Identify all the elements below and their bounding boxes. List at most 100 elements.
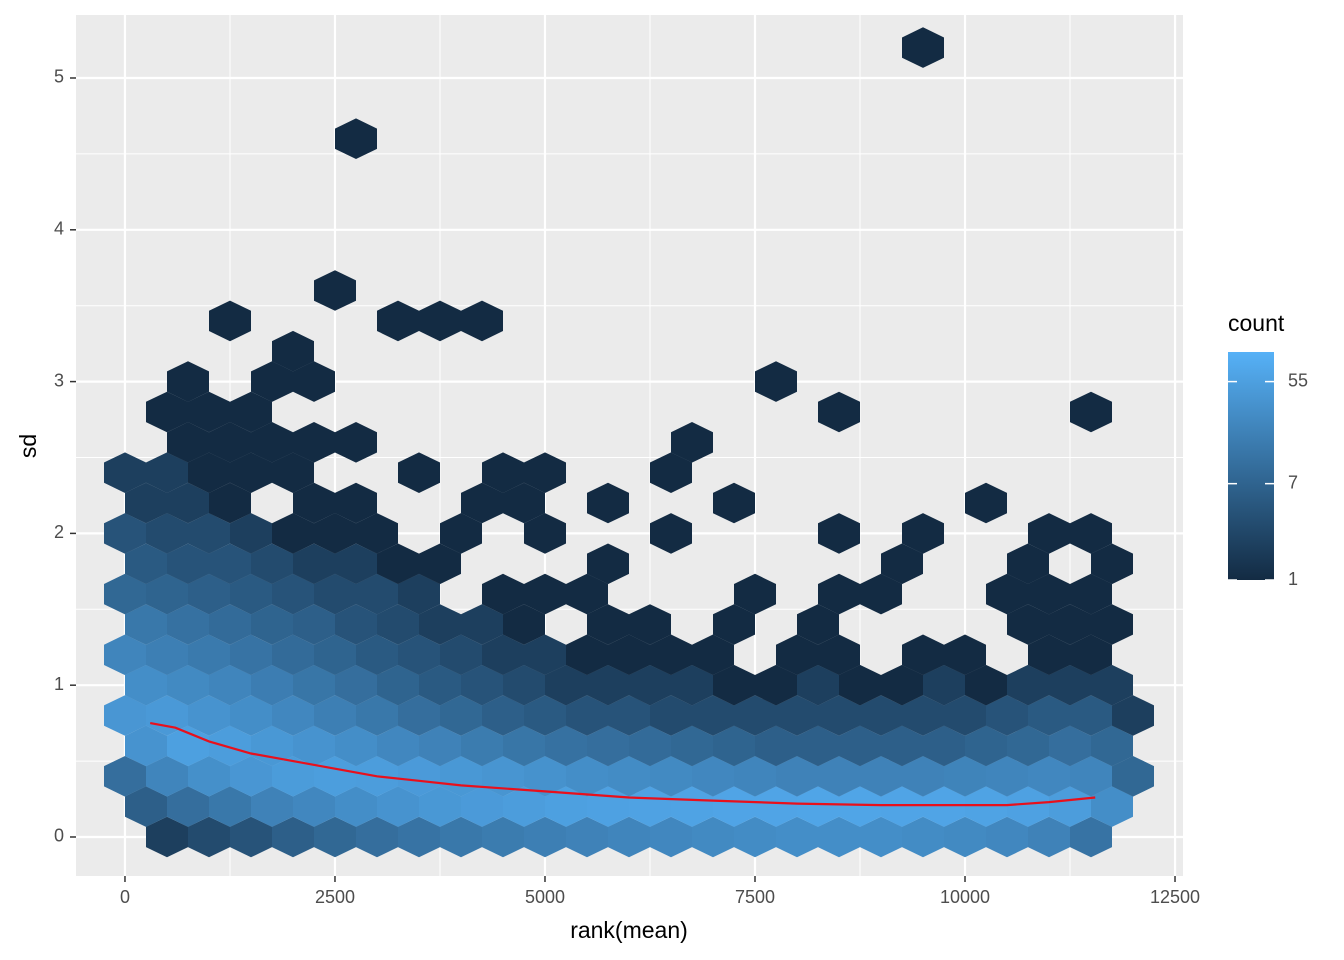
hex-bin: [188, 695, 230, 736]
hex-bin: [524, 634, 566, 676]
hex-bin: [902, 634, 944, 676]
hex-bin: [146, 756, 188, 797]
hex-bin: [755, 361, 797, 402]
hex-bin: [335, 422, 377, 463]
hex-bin: [776, 695, 818, 736]
hex-bin: [167, 604, 209, 645]
hex-bin: [398, 695, 440, 736]
hex-bin: [944, 816, 986, 858]
hex-bin: [419, 300, 461, 342]
hex-bin: [902, 513, 944, 554]
hex-bin: [818, 634, 860, 676]
hex-bin: [356, 816, 398, 858]
hex-bin: [209, 786, 251, 827]
hex-bin: [1112, 695, 1154, 736]
hex-bin: [461, 482, 503, 524]
hex-bin: [104, 695, 146, 736]
hex-bin: [209, 664, 251, 706]
hex-bin: [1112, 756, 1154, 797]
hex-bin: [860, 573, 902, 615]
hex-bin: [734, 816, 776, 858]
hex-bin: [587, 664, 629, 706]
hex-bin: [230, 816, 272, 858]
hex-bin: [650, 634, 692, 676]
hex-bin: [902, 756, 944, 797]
hex-bin: [1070, 634, 1112, 676]
hex-bin: [251, 786, 293, 827]
hex-bin: [608, 816, 650, 858]
hex-bin: [1028, 513, 1070, 554]
hex-bin: [230, 452, 272, 493]
hex-bin: [923, 786, 965, 827]
hex-bin: [419, 604, 461, 645]
hex-bin: [125, 664, 167, 706]
hex-bin: [944, 695, 986, 736]
hex-bin: [188, 573, 230, 615]
hex-bin: [272, 452, 314, 493]
hex-bin: [293, 664, 335, 706]
hex-bin: [839, 725, 881, 767]
x-axis-title: rank(mean): [570, 917, 688, 943]
hex-bin: [356, 634, 398, 676]
hex-bin: [986, 816, 1028, 858]
legend-tick-label: 55: [1288, 370, 1308, 390]
hex-bin: [566, 756, 608, 797]
hex-bin: [1007, 786, 1049, 827]
hex-bin: [104, 756, 146, 797]
hex-bin: [188, 634, 230, 676]
hex-bin: [629, 786, 671, 827]
hex-bin: [545, 725, 587, 767]
hex-bin: [608, 695, 650, 736]
hex-bin: [209, 725, 251, 767]
hex-bin: [293, 604, 335, 645]
hex-bin: [440, 695, 482, 736]
hex-bin: [650, 816, 692, 858]
hex-bin: [965, 482, 1007, 524]
hex-bin: [482, 756, 524, 797]
hex-bin: [377, 543, 419, 585]
legend-title: count: [1228, 310, 1285, 336]
hex-bin: [146, 634, 188, 676]
hex-bin: [335, 786, 377, 827]
hex-bin: [566, 634, 608, 676]
hex-bin: [482, 452, 524, 493]
hex-bin: [251, 361, 293, 402]
hex-bin: [713, 482, 755, 524]
x-tick-label: 5000: [525, 887, 565, 907]
hex-bin: [293, 361, 335, 402]
hex-bin: [398, 452, 440, 493]
hex-bin: [482, 816, 524, 858]
hex-bin: [251, 543, 293, 585]
hex-bin: [776, 756, 818, 797]
hex-bin: [881, 725, 923, 767]
hex-bin: [1091, 604, 1133, 645]
hex-bin: [356, 573, 398, 615]
hex-bin: [902, 816, 944, 858]
hex-bin: [797, 604, 839, 645]
x-tick-label: 0: [120, 887, 130, 907]
hex-bin: [587, 725, 629, 767]
hex-bin: [797, 664, 839, 706]
hex-bin: [167, 422, 209, 463]
hex-bin: [902, 695, 944, 736]
legend-tick-label: 7: [1288, 472, 1298, 492]
hex-bin: [692, 756, 734, 797]
hex-bin: [1007, 604, 1049, 645]
hex-bin: [251, 604, 293, 645]
hex-bin: [503, 482, 545, 524]
x-tick-label: 2500: [315, 887, 355, 907]
hex-bin: [650, 756, 692, 797]
hex-bin: [965, 725, 1007, 767]
hex-bin: [188, 816, 230, 858]
hex-bin: [125, 604, 167, 645]
hex-bin: [713, 664, 755, 706]
hex-bin: [167, 361, 209, 402]
hex-bin: [209, 482, 251, 524]
hex-bin: [272, 513, 314, 554]
hex-bin: [398, 634, 440, 676]
hex-bin: [335, 725, 377, 767]
hex-bin: [272, 330, 314, 372]
hex-bin: [335, 543, 377, 585]
hex-bin: [314, 513, 356, 554]
